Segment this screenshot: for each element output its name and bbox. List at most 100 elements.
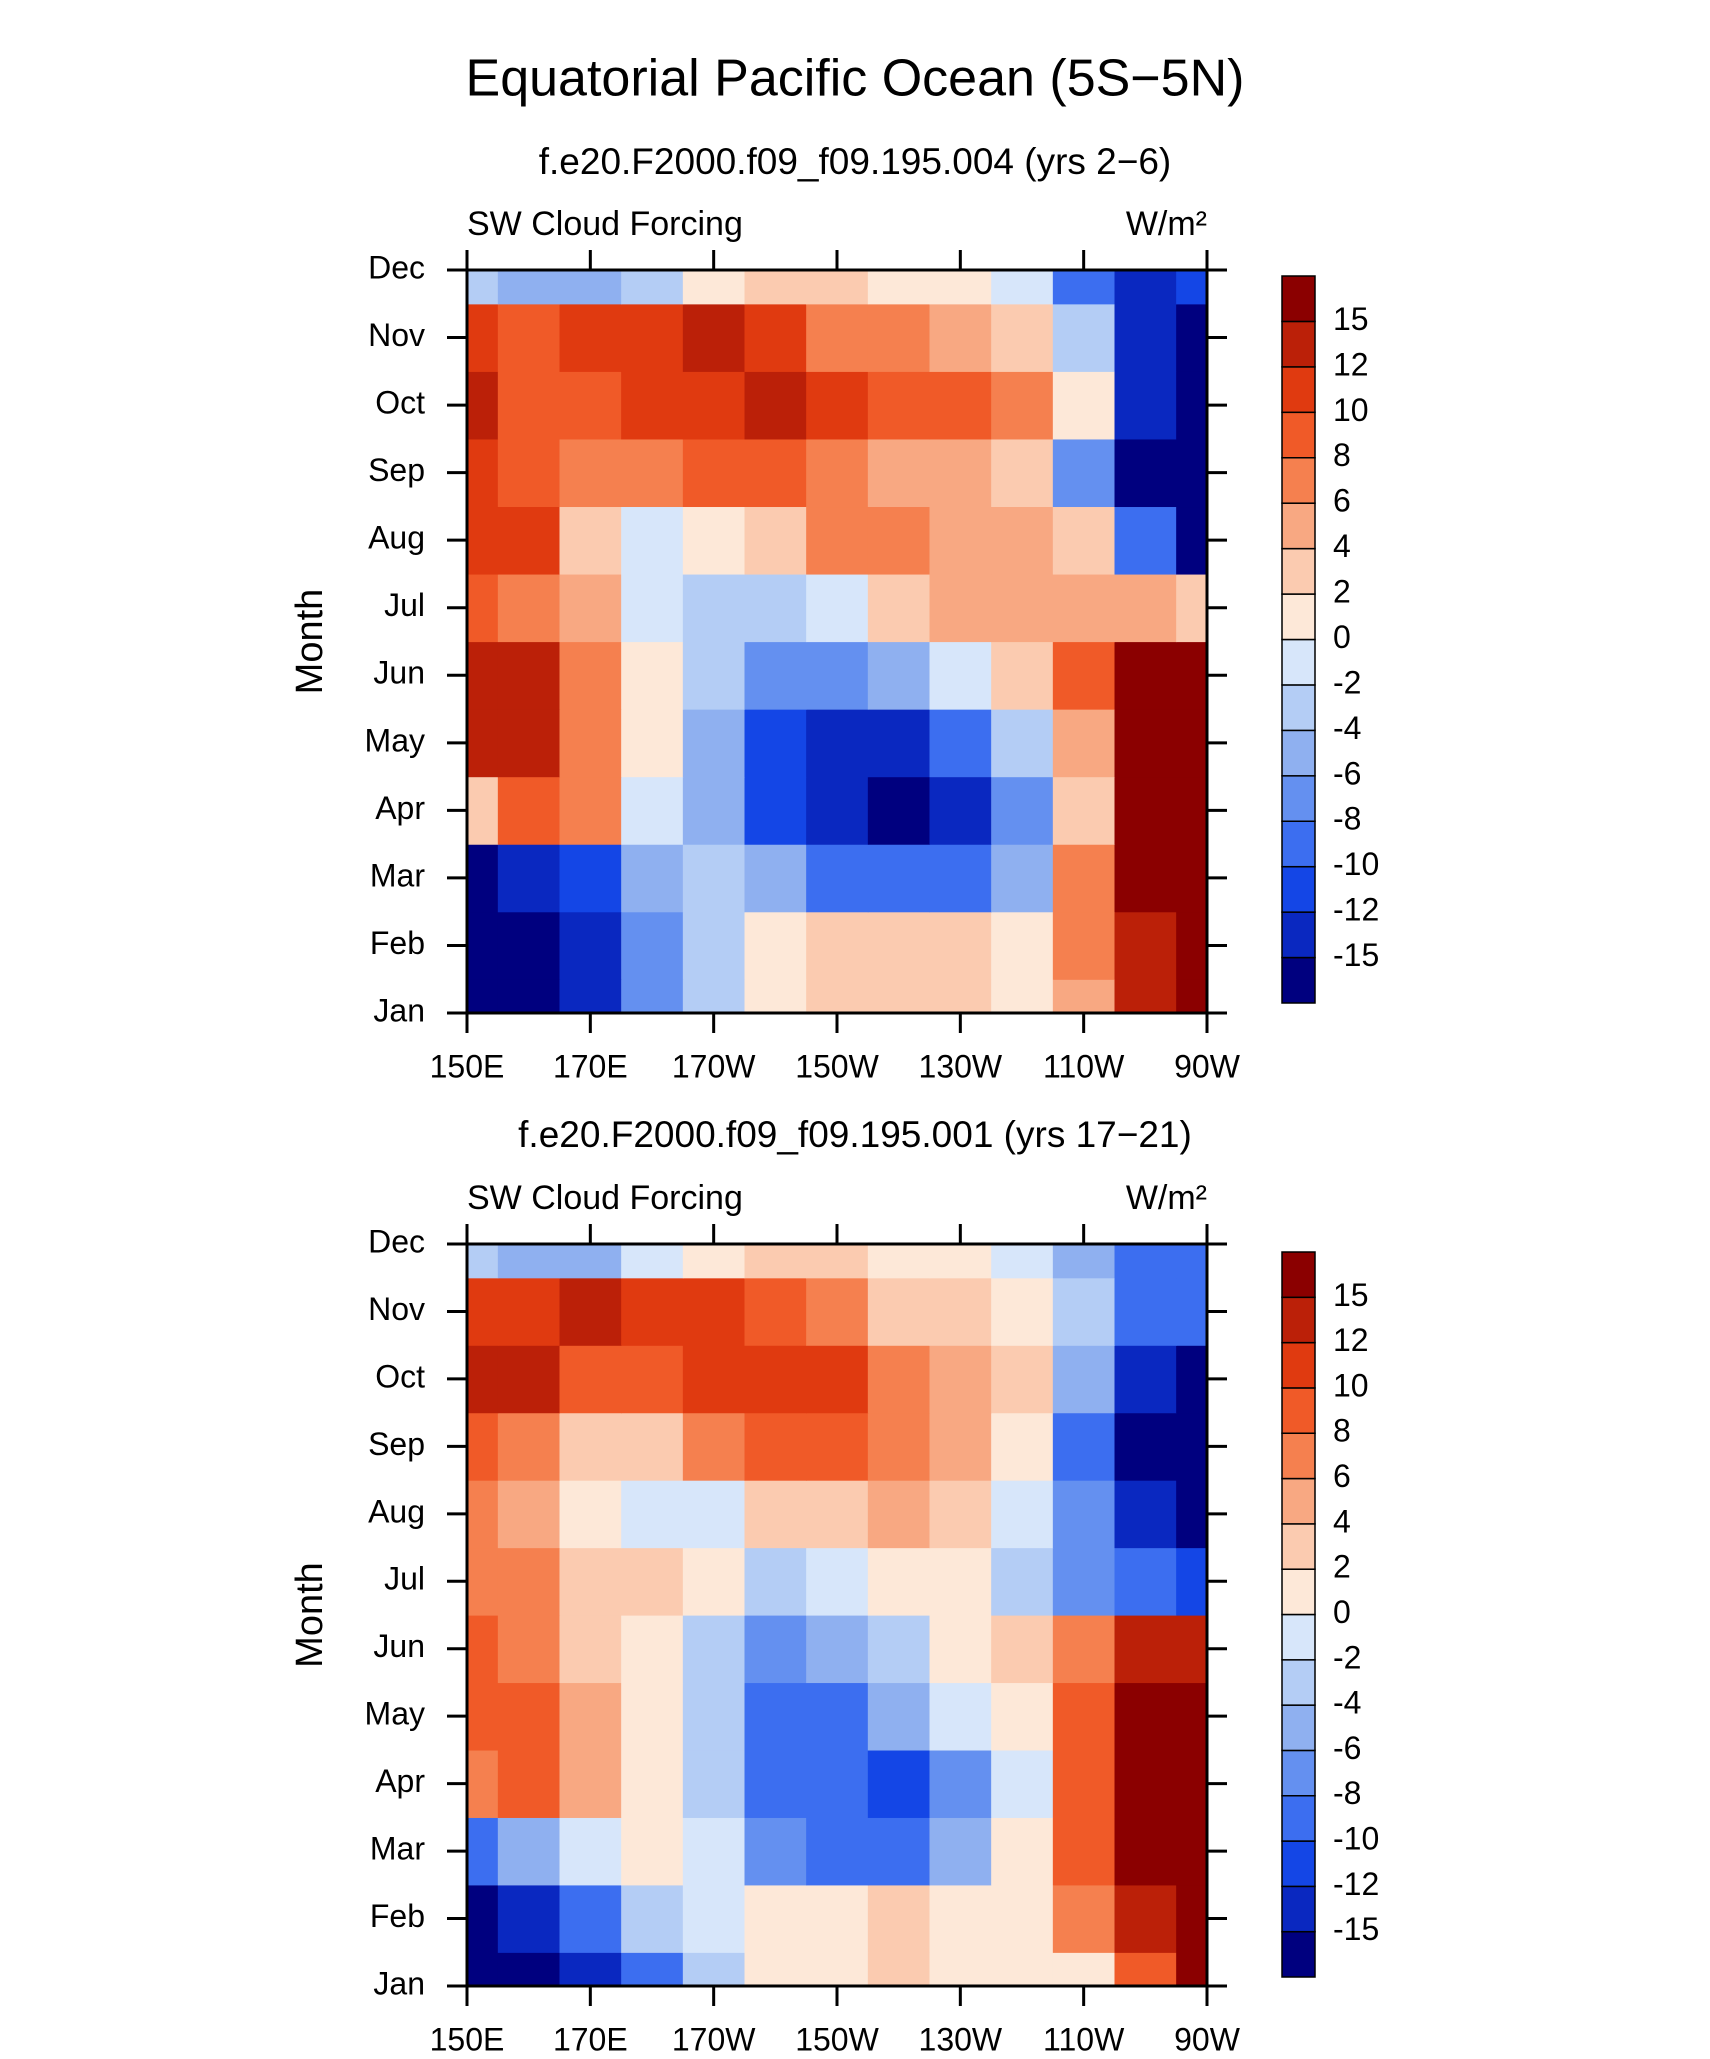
colorbar-box: [1281, 366, 1316, 414]
cell: [744, 1682, 807, 1751]
cell: [806, 1277, 869, 1346]
cell: [467, 371, 499, 440]
cell: [621, 1345, 684, 1414]
colorbar-box: [1281, 1885, 1316, 1933]
cell: [682, 776, 746, 845]
x-tick-label: 130W: [919, 2021, 1003, 2057]
cell: [1114, 641, 1177, 710]
cell: [867, 1244, 931, 1279]
cell: [1114, 506, 1177, 575]
cell: [497, 1277, 561, 1346]
x-tick-label: 170W: [672, 1048, 756, 1084]
cell: [467, 1615, 499, 1684]
cell: [1052, 709, 1116, 778]
cell: [1052, 979, 1116, 1014]
colorbar-label: 0: [1333, 1594, 1351, 1630]
cell: [621, 1244, 684, 1279]
cell: [1052, 1345, 1116, 1414]
cell: [621, 1480, 684, 1549]
cell: [559, 1817, 622, 1886]
cell: [806, 979, 869, 1014]
cell: [559, 1277, 622, 1346]
cell: [929, 1749, 992, 1818]
cell: [1052, 438, 1116, 508]
colorbar-box: [1281, 1930, 1316, 1978]
cell: [991, 1682, 1054, 1751]
cell: [497, 1547, 561, 1616]
cell: [1114, 776, 1177, 845]
cell: [559, 1952, 622, 1987]
cell: [621, 438, 684, 508]
cell: [867, 709, 931, 778]
cell: [867, 1952, 931, 1987]
cell: [682, 641, 746, 710]
cell: [867, 1277, 931, 1346]
left-label: SW Cloud Forcing: [467, 1179, 743, 1217]
cell: [497, 1817, 561, 1886]
cell: [559, 270, 622, 305]
colorbar-label: -15: [1333, 937, 1379, 973]
cell: [867, 1615, 931, 1684]
cell: [1052, 911, 1116, 980]
y-tick-label: Oct: [375, 385, 425, 421]
cell: [806, 1817, 869, 1886]
colorbar-box: [1281, 1477, 1316, 1525]
cell: [682, 438, 746, 508]
colorbar-label: -4: [1333, 710, 1361, 746]
cell: [867, 1412, 931, 1481]
cell: [1052, 1749, 1116, 1818]
cell: [1114, 1615, 1177, 1684]
colorbar-label: 15: [1333, 1277, 1369, 1313]
cell: [467, 1412, 499, 1481]
colorbar-box: [1281, 1795, 1316, 1842]
cell: [467, 1345, 499, 1414]
cell: [867, 573, 931, 643]
cell: [1176, 1480, 1208, 1549]
colorbar-box: [1281, 956, 1316, 1004]
cell: [806, 844, 869, 913]
cell: [621, 1277, 684, 1346]
cell: [1114, 573, 1177, 643]
colorbar-box: [1281, 638, 1316, 686]
cell: [1114, 1244, 1177, 1279]
y-axis-label: Month: [289, 589, 331, 695]
cell: [497, 438, 561, 508]
cell: [1114, 1884, 1177, 1953]
cell: [682, 573, 746, 643]
cell: [1176, 1345, 1208, 1414]
colorbar-label: -15: [1333, 1911, 1379, 1947]
cell: [1176, 573, 1208, 643]
cell: [744, 1952, 807, 1987]
cell: [867, 979, 931, 1014]
cell: [929, 1682, 992, 1751]
cell: [1114, 1345, 1177, 1414]
x-tick-label: 110W: [1043, 1048, 1125, 1084]
cell: [559, 1244, 622, 1279]
colorbar-box: [1281, 1251, 1316, 1299]
cell: [1176, 438, 1208, 508]
cell: [621, 1817, 684, 1886]
cell: [621, 709, 684, 778]
cell: [991, 506, 1054, 575]
colorbar-box: [1281, 1296, 1316, 1344]
cell: [559, 709, 622, 778]
cell: [744, 371, 807, 440]
cell: [1052, 641, 1116, 710]
cell: [806, 573, 869, 643]
cell: [929, 573, 992, 643]
cell: [744, 1749, 807, 1818]
cell: [467, 270, 499, 305]
cell: [467, 1480, 499, 1549]
y-tick-label: Nov: [368, 1291, 425, 1327]
cell: [559, 1547, 622, 1616]
cell: [1176, 303, 1208, 372]
cell: [1114, 1952, 1177, 1987]
cell: [991, 1547, 1054, 1616]
colorbar-label: 12: [1333, 1322, 1369, 1358]
left-label: SW Cloud Forcing: [467, 205, 743, 243]
cell: [682, 1244, 746, 1279]
cell: [497, 844, 561, 913]
y-tick-label: Oct: [375, 1358, 425, 1394]
